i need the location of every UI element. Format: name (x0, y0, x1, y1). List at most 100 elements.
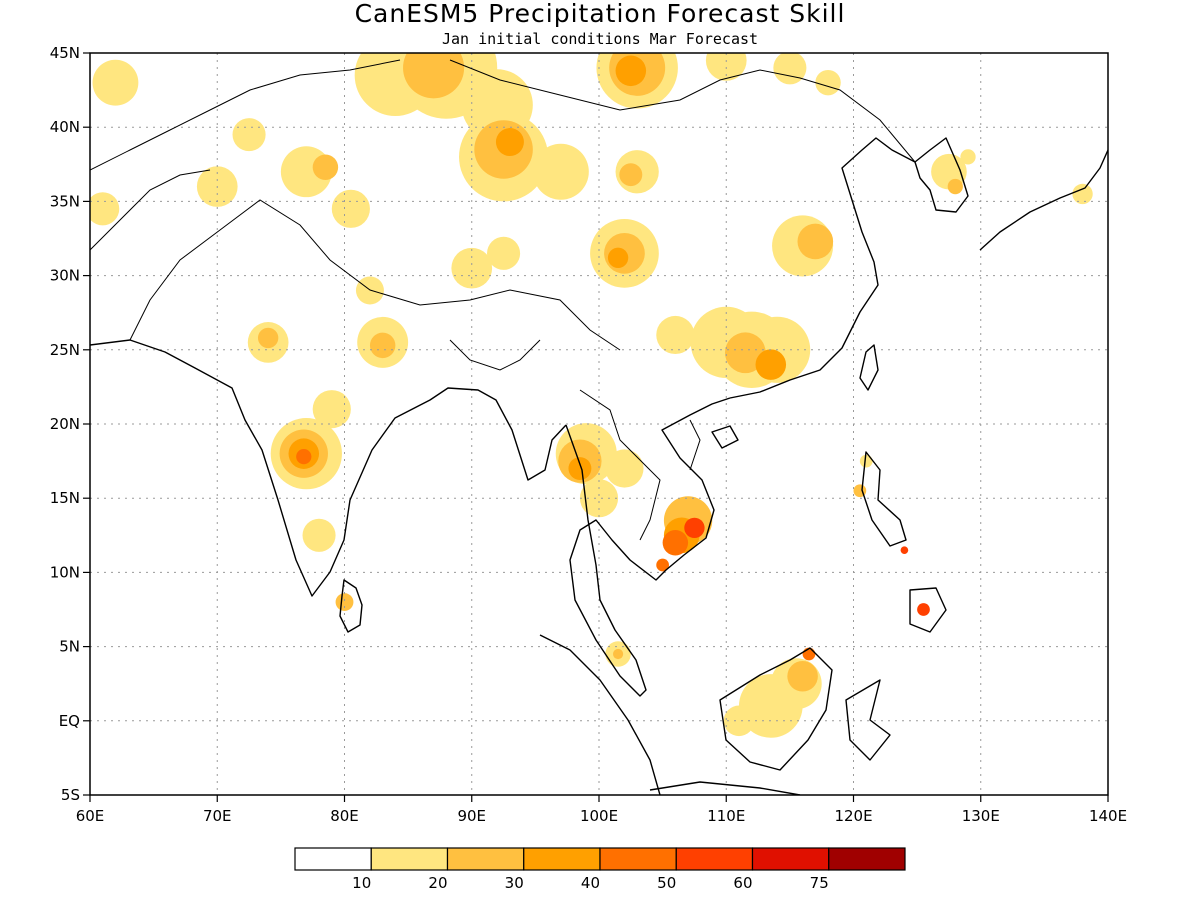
skill-region (705, 53, 747, 81)
skill-region (90, 192, 120, 226)
skill-region (331, 189, 370, 228)
y-tick-label: 5N (59, 638, 80, 656)
skill-region (302, 518, 336, 552)
skill-region (797, 223, 834, 260)
skill-region (684, 517, 705, 539)
country-borders (90, 59, 916, 541)
y-tick-label: 15N (50, 489, 80, 507)
x-tick-label: 130E (962, 807, 1000, 825)
coastline-taiwan (859, 344, 879, 391)
skill-region (787, 661, 818, 692)
skill-region (312, 154, 339, 180)
y-tick-label: 35N (50, 192, 80, 210)
colorbar-swatch (523, 847, 601, 871)
skill-region (802, 647, 816, 661)
skill-region (755, 349, 787, 380)
x-tick-label: 110E (707, 807, 745, 825)
skill-region (487, 236, 521, 270)
map-subtitle: Jan initial conditions Mar Forecast (442, 30, 758, 48)
x-tick-label: 120E (834, 807, 872, 825)
skill-region (532, 143, 589, 200)
x-tick-label: 100E (580, 807, 618, 825)
coastline-sulawesi (845, 679, 891, 761)
coastline-china (729, 137, 916, 399)
coastline-philippines-luzon (861, 451, 907, 547)
skill-region (607, 247, 629, 268)
skill-region (257, 327, 279, 349)
y-tick-label: 25N (50, 341, 80, 359)
coastline-sumatra (539, 634, 661, 795)
skill-region (1072, 183, 1093, 205)
x-tick-label: 60E (76, 807, 105, 825)
y-tick-label: 20N (50, 415, 80, 433)
colorbar-swatch (828, 847, 906, 871)
x-tick-label: 140E (1089, 807, 1127, 825)
skill-region (615, 55, 647, 87)
skill-region (612, 648, 624, 660)
colorbar-swatch (751, 847, 830, 871)
coastline-hainan (711, 425, 739, 449)
colorbar-swatch (370, 847, 449, 871)
skill-region (232, 118, 266, 152)
x-axis-ticks: 60E 70E 80E 90E 100E 110E 120E 130E 140E (76, 795, 1127, 825)
skill-region (815, 69, 841, 96)
skill-region (92, 59, 139, 106)
colorbar-label: 30 (505, 874, 524, 892)
colorbar-swatch (446, 847, 525, 871)
x-tick-label: 70E (203, 807, 232, 825)
skill-region (495, 128, 524, 157)
skill-region (723, 705, 755, 737)
skill-region (656, 558, 669, 572)
colorbar-swatch (599, 847, 677, 871)
coastline-japan (979, 149, 1108, 251)
y-tick-label: 5S (61, 786, 80, 804)
coastline-philippines-mindanao (909, 587, 947, 633)
skill-region (312, 390, 351, 429)
skill-region (296, 449, 312, 465)
colorbar-label: 10 (352, 874, 371, 892)
skill-region (900, 546, 909, 554)
colorbar-swatch (675, 847, 754, 871)
y-tick-label: 40N (50, 118, 80, 136)
coastlines (90, 137, 1108, 795)
x-tick-label: 80E (330, 807, 359, 825)
skill-region (403, 53, 465, 99)
skill-region (947, 178, 963, 195)
map-title: CanESM5 Precipitation Forecast Skill (355, 0, 846, 28)
skill-region (859, 454, 873, 468)
skill-region (656, 315, 695, 355)
skill-region (568, 457, 592, 480)
x-tick-label: 90E (457, 807, 486, 825)
skill-region (579, 479, 619, 518)
y-tick-label: 45N (50, 44, 80, 62)
skill-region (605, 449, 644, 488)
skill-region (662, 529, 689, 556)
coastline-india (90, 339, 567, 597)
skill-region (451, 247, 493, 289)
lat-lon-grid (90, 53, 1108, 795)
y-axis-ticks: 45N 40N 35N 30N 25N 20N 15N 10N 5N EQ 5S (50, 44, 90, 804)
skill-region (335, 593, 354, 611)
coastline-borneo (719, 647, 833, 771)
coastline-indochina (565, 397, 731, 697)
skill-region (724, 332, 766, 374)
skill-shading (90, 53, 1093, 738)
coastline-sri-lanka (339, 579, 363, 633)
colorbar: 10 20 30 40 50 60 75 (294, 847, 906, 892)
skill-region (917, 603, 930, 616)
colorbar-swatch (294, 847, 372, 871)
colorbar-label: 50 (657, 874, 676, 892)
y-tick-label: EQ (59, 712, 80, 730)
skill-region (369, 332, 396, 359)
skill-region (619, 163, 643, 187)
colorbar-label: 60 (733, 874, 752, 892)
coastline-java (649, 781, 801, 795)
skill-region (773, 53, 807, 85)
skill-region (960, 149, 976, 165)
y-tick-label: 30N (50, 267, 80, 285)
colorbar-label: 40 (581, 874, 600, 892)
coastline-korea (914, 137, 969, 213)
colorbar-label: 20 (428, 874, 447, 892)
y-tick-label: 10N (50, 563, 80, 581)
